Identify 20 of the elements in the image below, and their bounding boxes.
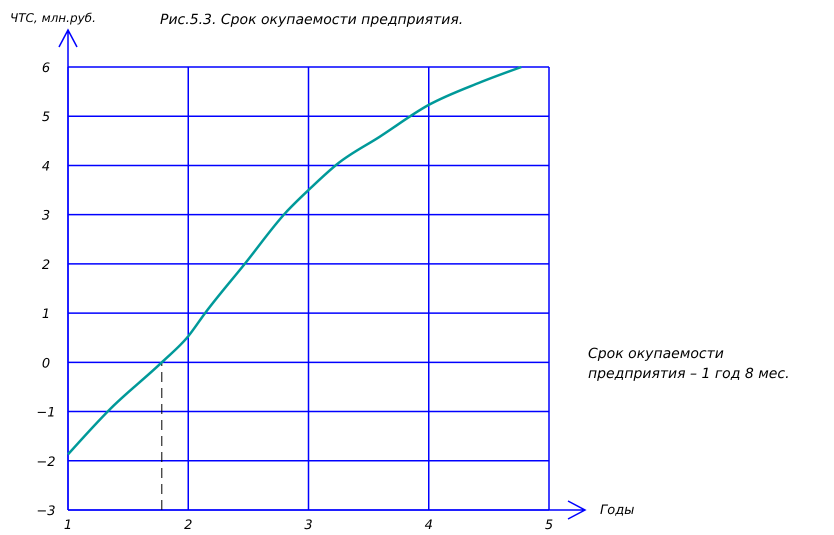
line-series: [66, 66, 523, 456]
y-tick-label: 6: [42, 61, 50, 76]
x-axis-title: Годы: [600, 503, 634, 518]
y-tick-label: −2: [36, 454, 56, 470]
text: Срок окупаемости предприятия – 1 год 8 мес.: [588, 346, 790, 382]
y-tick-label: 1: [42, 307, 50, 322]
x-tick-label: 5: [544, 518, 554, 533]
y-axis-title: ЧТС, млн.руб.: [10, 11, 96, 25]
x-tick-label: 3: [304, 518, 313, 533]
y-tick-label: −1: [36, 406, 56, 421]
x-tick-label: 2: [184, 518, 192, 533]
y-tick-label: 3: [42, 208, 50, 224]
y-tick-label: 0: [42, 356, 50, 372]
y-tick-label: 5: [42, 110, 50, 126]
chart-title: Рис.5.3. Срок окупаемости предприятия.: [160, 12, 464, 28]
y-tick-label: 2: [42, 258, 50, 273]
x-tick-label: 4: [424, 518, 433, 533]
y-tick-label: −3: [36, 504, 56, 519]
y-tick-label: 4: [42, 159, 50, 174]
x-tick-label: 1: [64, 518, 72, 533]
